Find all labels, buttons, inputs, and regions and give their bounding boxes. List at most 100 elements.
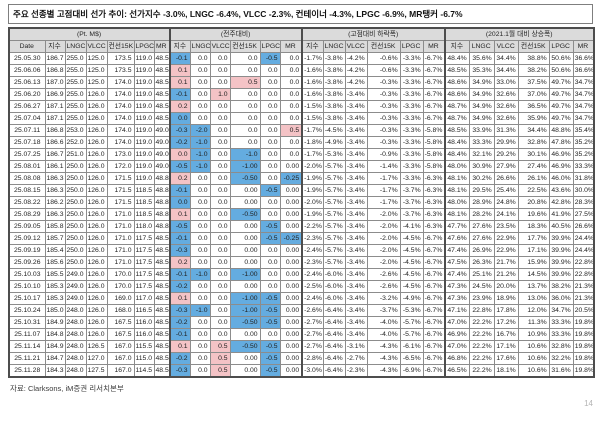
peak-drop-cell: -6.7% [422, 244, 446, 257]
peak-drop-cell: -1.4% [366, 160, 401, 173]
gain-cell: 50.6% [548, 64, 574, 77]
peak-drop-cell: -2.6% [301, 304, 324, 317]
wow-cell: 0.0 [259, 208, 281, 221]
wow-cell: -0.50 [229, 172, 261, 185]
price-cell: 185.8 [44, 220, 66, 233]
peak-drop-cell: -6.3% [422, 220, 446, 233]
price-cell: 48.5 [153, 268, 171, 281]
wow-cell: 0.0 [209, 196, 231, 209]
peak-drop-cell: -6.7% [422, 340, 446, 353]
price-cell: 248.0 [64, 304, 87, 317]
peak-drop-cell: -4.9% [399, 292, 424, 305]
wow-cell: 0.00 [279, 208, 303, 221]
gain-cell: 32.8% [517, 136, 550, 149]
wow-cell: -0.5 [259, 364, 281, 378]
price-cell: 171.0 [106, 232, 135, 245]
wow-cell: 0.0 [189, 316, 211, 329]
price-cell: 173.5 [106, 64, 135, 77]
wow-cell: -0.5 [259, 352, 281, 365]
wow-cell: -0.50 [229, 316, 261, 329]
wow-cell: -0.5 [259, 184, 281, 197]
price-cell: 186.6 [44, 136, 66, 149]
gain-cell: 27.4% [517, 160, 550, 173]
gain-cell: 48.5% [444, 64, 470, 77]
peak-drop-cell: -6.7% [422, 304, 446, 317]
column-header: MR [279, 40, 303, 53]
wow-cell: 0.00 [279, 256, 303, 269]
price-cell: 119.0 [133, 124, 155, 137]
peak-drop-cell: -2.7% [301, 340, 324, 353]
peak-drop-cell: -3.4% [344, 268, 368, 281]
wow-cell: 0.0 [229, 52, 261, 65]
column-header: 지수 [301, 40, 324, 53]
table-row: 25.08.08 186.3 250.0 126.0 171.5 119.0 48.8 0.2… [8, 172, 595, 185]
price-cell: 171.5 [106, 196, 135, 209]
price-cell: 48.8 [153, 172, 171, 185]
price-cell: 49.0 [153, 136, 171, 149]
peak-drop-cell: -0.3% [366, 124, 401, 137]
date-cell: 25.09.19 [8, 244, 46, 257]
peak-drop-cell: -1.8% [301, 136, 324, 149]
wow-cell: -0.3 [169, 124, 191, 137]
peak-drop-cell: -3.7% [399, 196, 424, 209]
gain-cell: 36.0% [548, 292, 574, 305]
peak-drop-cell: -6.0% [322, 268, 346, 281]
wow-cell: 0.0 [209, 256, 231, 269]
gain-cell: 19.8% [572, 364, 595, 378]
wow-cell: 0.0 [259, 172, 281, 185]
column-header: 컨선15K [106, 40, 135, 53]
gain-cell: 22.9% [493, 232, 519, 245]
wow-cell: 0.00 [229, 244, 261, 257]
wow-cell: 0.0 [189, 364, 211, 378]
gain-cell: 32.2% [548, 352, 574, 365]
peak-drop-cell: -2.0% [301, 160, 324, 173]
price-cell: 250.0 [64, 160, 87, 173]
price-cell: 125.0 [85, 52, 108, 65]
table-row: 25.10.10 185.3 249.0 126.0 170.0 117.5 48.5 -0.… [8, 280, 595, 293]
peak-drop-cell: -5.7% [322, 172, 346, 185]
peak-drop-cell: -2.4% [301, 292, 324, 305]
peak-drop-cell: -5.7% [322, 208, 346, 221]
price-cell: 118.5 [133, 196, 155, 209]
table-row: 25.07.04 187.1 255.0 126.0 174.0 119.0 48.5 0.0… [8, 112, 595, 125]
price-cell: 117.5 [133, 256, 155, 269]
peak-drop-cell: -2.3% [301, 256, 324, 269]
gain-cell: 38.8% [517, 52, 550, 65]
price-cell: 255.0 [64, 88, 87, 101]
peak-drop-cell: -3.4% [344, 256, 368, 269]
price-cell: 174.0 [106, 100, 135, 113]
gain-cell: 18.1% [493, 364, 519, 378]
peak-drop-cell: -6.7% [422, 76, 446, 89]
peak-drop-cell: -6.4% [322, 328, 346, 341]
gain-cell: 19.8% [572, 340, 595, 353]
wow-cell: 0.0 [209, 124, 231, 137]
peak-drop-cell: -3.4% [344, 100, 368, 113]
wow-cell: 0.0 [189, 76, 211, 89]
price-cell: 167.0 [106, 352, 135, 365]
peak-drop-cell: -3.3% [399, 64, 424, 77]
price-cell: 186.1 [44, 160, 66, 173]
wow-cell: 0.0 [189, 292, 211, 305]
table-header: (Pt. M$) (전주대비) (고점대비 하락폭) (2021.1월 대비 상승폭)… [8, 27, 595, 53]
price-cell: 125.0 [85, 76, 108, 89]
peak-drop-cell: -4.3% [366, 364, 401, 378]
group-header: (고점대비 하락폭) [301, 27, 446, 41]
peak-drop-cell: -3.3% [399, 136, 424, 149]
price-cell: 184.9 [44, 340, 66, 353]
wow-cell: -1.0 [189, 268, 211, 281]
gain-cell: 48.5% [444, 124, 470, 137]
wow-cell: 0.00 [279, 328, 303, 341]
peak-drop-cell: -3.4% [344, 136, 368, 149]
date-cell: 25.09.05 [8, 220, 46, 233]
price-cell: 117.5 [133, 268, 155, 281]
gain-cell: 35.9% [517, 112, 550, 125]
gain-cell: 34.7% [548, 304, 574, 317]
wow-cell: 0.00 [279, 244, 303, 257]
column-header: 지수 [44, 40, 66, 53]
price-cell: 126.0 [85, 184, 108, 197]
gain-cell: 32.6% [493, 100, 519, 113]
peak-drop-cell: -2.3% [344, 364, 368, 378]
peak-drop-cell: -3.7% [399, 208, 424, 221]
gain-cell: 28.9% [468, 196, 495, 209]
price-cell: 48.5 [153, 280, 171, 293]
